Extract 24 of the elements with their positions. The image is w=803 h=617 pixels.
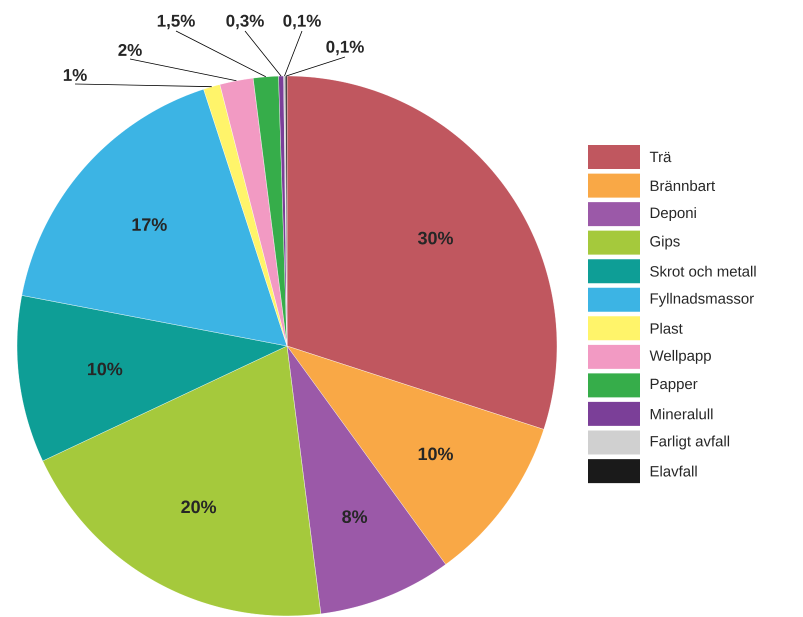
data-label: 20% [181,500,216,514]
legend-label: Papper [650,378,698,392]
legend-label: Trä [650,152,672,162]
legend-label: Plast [650,322,683,334]
legend-label: Gips [650,236,680,250]
data-label: 10% [418,448,453,460]
data-label: 8% [342,510,368,524]
data-label: 0,3% [226,14,264,30]
data-label: 0,1% [283,14,321,30]
data-label: 0,1% [326,40,364,56]
legend-label: Deponi [650,207,696,222]
legend-label: Farligt avfall [650,436,730,450]
legend-label: Skrot och metall [650,266,756,277]
data-label: 1% [64,69,87,81]
legend-label: Mineralull [650,408,712,420]
legend-label: Wellpapp [650,350,711,364]
data-label: 17% [132,218,167,231]
data-label: 30% [418,232,453,244]
data-label: 10% [88,362,122,376]
data-label: 2% [118,44,142,56]
legend-label: Fyllnadsmassor [650,292,754,307]
legend-label: Elavfall [650,466,697,477]
legend-label: Brännbart [650,180,716,192]
data-label: 1,5% [158,14,195,30]
